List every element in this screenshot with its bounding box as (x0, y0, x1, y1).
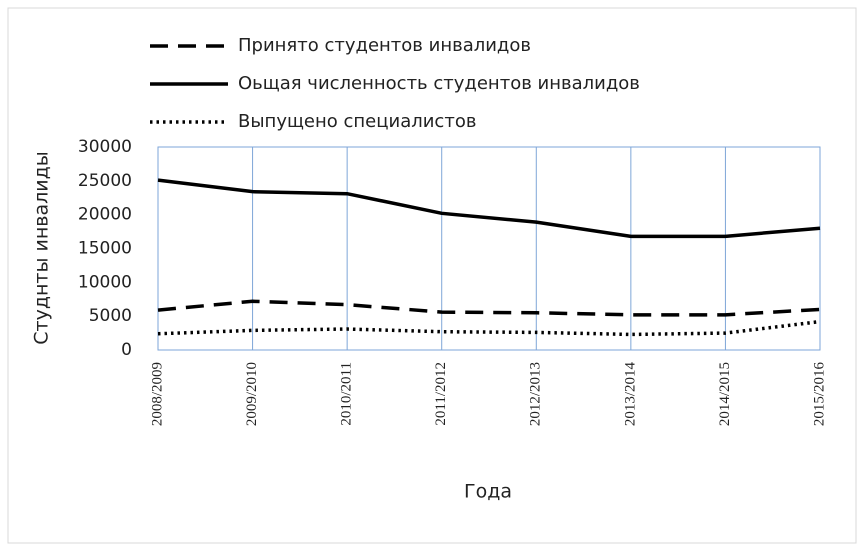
x-tick-label: 2013/2014 (622, 362, 638, 427)
x-tick-label: 2012/2013 (528, 362, 544, 426)
y-tick-label: 25000 (78, 171, 132, 191)
x-tick-label: 2008/2009 (149, 362, 165, 426)
frame (7, 7, 857, 544)
legend-label: Оьщая численность студентов инвалидов (238, 73, 640, 94)
y-tick-label: 15000 (78, 239, 132, 259)
x-tick-label: 2010/2011 (339, 362, 355, 426)
y-tick-label: 20000 (78, 205, 132, 225)
x-tick-label: 2011/2012 (433, 362, 449, 426)
y-tick-label: 0 (121, 340, 132, 360)
legend-label: Выпущено специалистов (238, 111, 476, 132)
y-axis-label: Студнты инвалиды (31, 151, 53, 345)
legend-label: Принято студентов инвалидов (238, 35, 531, 56)
x-tick-label: 2009/2010 (244, 362, 260, 426)
series-line (157, 178, 821, 239)
x-tick-label: 2014/2015 (717, 362, 733, 426)
y-tick-label: 30000 (78, 137, 132, 157)
x-tick-label: 2015/2016 (811, 362, 827, 427)
y-tick-label: 10000 (78, 272, 132, 292)
x-axis-label: Года (464, 481, 512, 503)
y-tick-label: 5000 (89, 306, 132, 326)
